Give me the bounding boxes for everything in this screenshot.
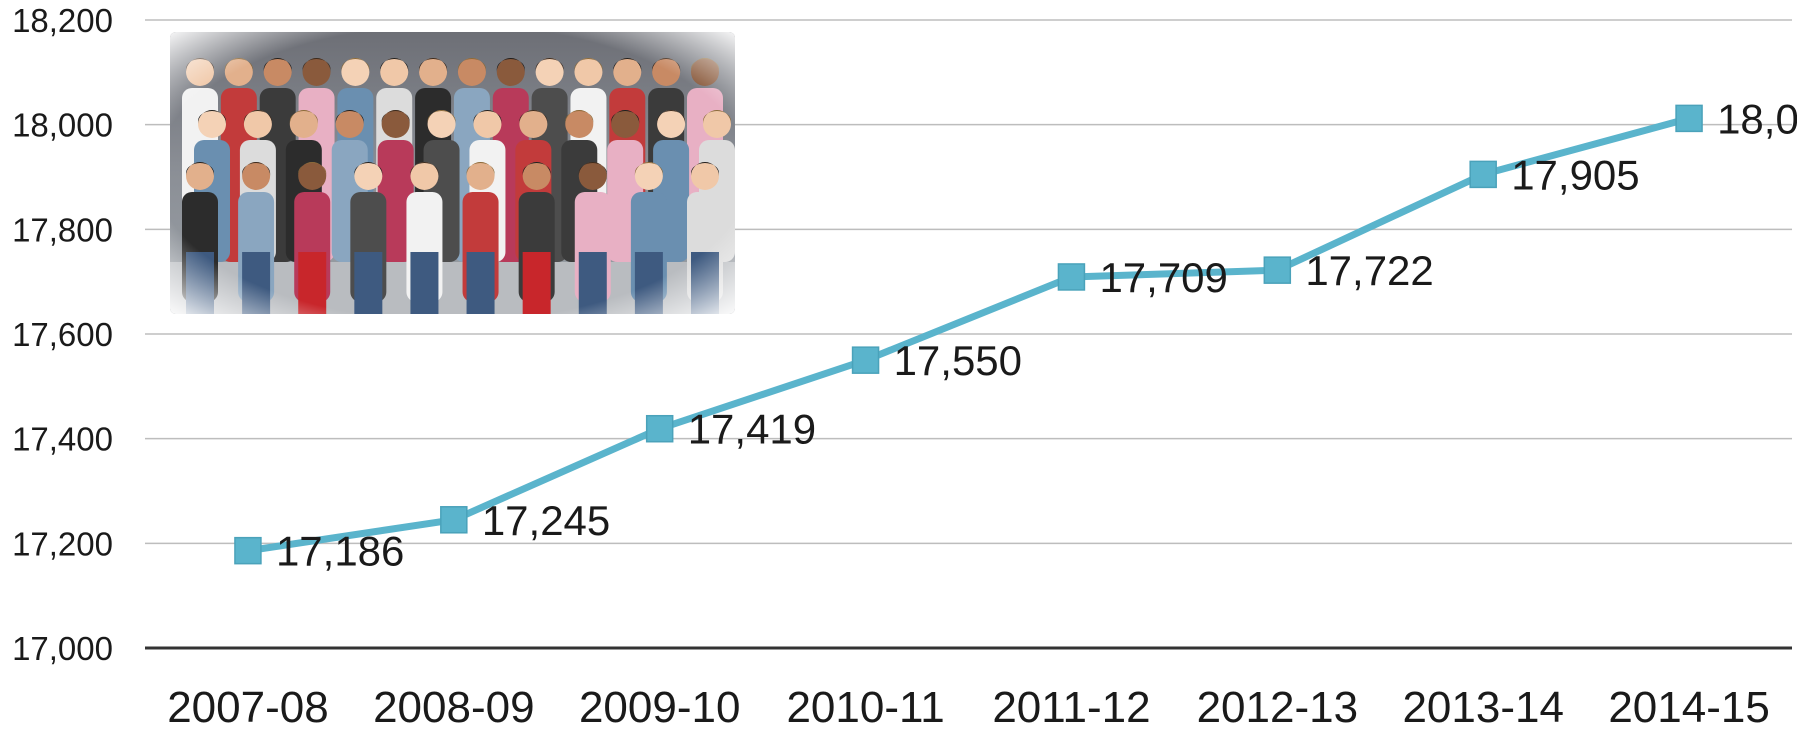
x-category-label: 2014-15: [1608, 683, 1769, 732]
data-point-marker: [1469, 160, 1497, 189]
y-tick-label: 17,200: [12, 525, 113, 562]
y-tick-label: 18,200: [12, 2, 113, 39]
data-label: 17,245: [482, 497, 610, 544]
group-photo: [170, 32, 735, 314]
x-category-label: 2010-11: [786, 683, 944, 732]
data-point-marker: [440, 506, 468, 534]
data-point-marker: [1263, 256, 1292, 284]
data-labels: 17,186 17,245 17,419 17,550 17,709 17,722 17,9…: [276, 95, 1797, 574]
data-label: 18,012: [1717, 95, 1797, 142]
data-label: 17,419: [688, 406, 816, 453]
x-category-label: 2009-10: [579, 683, 740, 732]
x-category-label: 2008-09: [373, 683, 534, 732]
y-tick-label: 17,400: [12, 421, 113, 458]
data-label: 17,722: [1305, 247, 1433, 294]
x-category-label: 2007-08: [167, 683, 328, 732]
x-category-label: 2011-12: [992, 683, 1150, 732]
data-point-marker: [234, 536, 262, 565]
data-point-marker: [851, 346, 880, 374]
y-tick-label: 17,000: [12, 630, 113, 667]
data-label: 17,905: [1511, 151, 1639, 198]
data-point-marker: [645, 414, 674, 443]
series-layer: [234, 104, 1703, 565]
data-label: 17,550: [894, 337, 1022, 384]
x-category-label: 2013-14: [1402, 683, 1563, 732]
x-axis-category-labels: 2007-08 2008-09 2009-10 2010-11 2011-12 2012-…: [167, 683, 1770, 732]
y-tick-label: 18,000: [12, 107, 113, 144]
data-point-marker: [1057, 263, 1086, 291]
data-label: 17,186: [276, 528, 404, 575]
y-tick-label: 17,600: [12, 316, 113, 353]
group-photo-image: [170, 32, 735, 314]
y-axis-tick-labels: 17,000 17,200 17,400 17,600 17,800 18,000 18,2…: [12, 2, 113, 667]
data-label: 17,709: [1099, 254, 1227, 301]
series-line: [244, 114, 1693, 555]
x-category-label: 2012-13: [1197, 683, 1358, 732]
data-point-marker: [1675, 104, 1703, 133]
y-tick-label: 17,800: [12, 211, 113, 248]
